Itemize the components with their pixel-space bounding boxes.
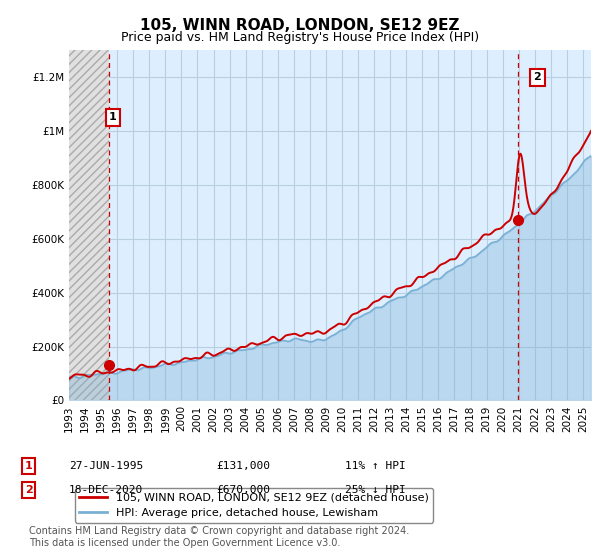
Text: 2: 2 <box>25 485 32 495</box>
Text: Price paid vs. HM Land Registry's House Price Index (HPI): Price paid vs. HM Land Registry's House … <box>121 31 479 44</box>
Text: 1: 1 <box>25 461 32 471</box>
Text: 1: 1 <box>109 113 117 123</box>
Text: 105, WINN ROAD, LONDON, SE12 9EZ: 105, WINN ROAD, LONDON, SE12 9EZ <box>140 18 460 33</box>
Text: 2: 2 <box>533 72 541 82</box>
Text: £670,000: £670,000 <box>216 485 270 495</box>
Text: 11% ↑ HPI: 11% ↑ HPI <box>345 461 406 471</box>
Text: £131,000: £131,000 <box>216 461 270 471</box>
Legend: 105, WINN ROAD, LONDON, SE12 9EZ (detached house), HPI: Average price, detached : 105, WINN ROAD, LONDON, SE12 9EZ (detach… <box>74 488 433 522</box>
Text: Contains HM Land Registry data © Crown copyright and database right 2024.
This d: Contains HM Land Registry data © Crown c… <box>29 526 409 548</box>
Text: 27-JUN-1995: 27-JUN-1995 <box>69 461 143 471</box>
Text: 25% ↓ HPI: 25% ↓ HPI <box>345 485 406 495</box>
Bar <box>69 50 109 400</box>
Text: 18-DEC-2020: 18-DEC-2020 <box>69 485 143 495</box>
